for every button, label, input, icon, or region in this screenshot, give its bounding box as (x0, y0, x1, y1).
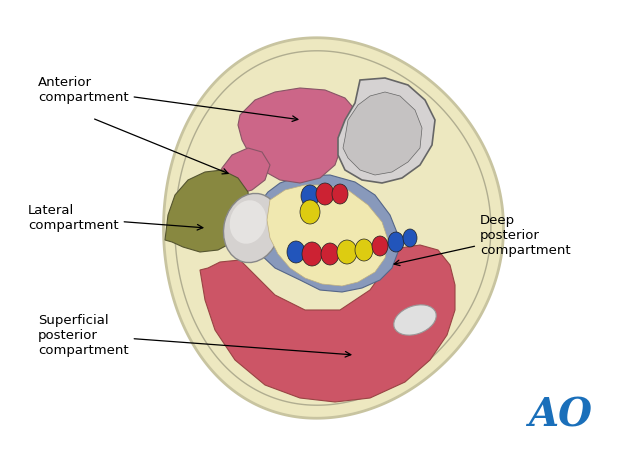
Ellipse shape (301, 185, 319, 207)
Ellipse shape (355, 239, 373, 261)
Polygon shape (175, 51, 491, 405)
Ellipse shape (229, 200, 267, 244)
Polygon shape (343, 92, 422, 175)
Ellipse shape (337, 240, 357, 264)
Text: Superficial
posterior
compartment: Superficial posterior compartment (38, 313, 351, 357)
Polygon shape (238, 88, 358, 183)
Ellipse shape (302, 242, 322, 266)
Text: Anterior
compartment: Anterior compartment (38, 76, 298, 122)
Text: Deep
posterior
compartment: Deep posterior compartment (394, 213, 570, 266)
Polygon shape (338, 78, 435, 183)
Ellipse shape (316, 183, 334, 205)
Polygon shape (164, 38, 503, 418)
Ellipse shape (300, 200, 320, 224)
Ellipse shape (388, 232, 404, 252)
Ellipse shape (403, 229, 417, 247)
Polygon shape (215, 148, 270, 195)
Polygon shape (267, 185, 388, 286)
Polygon shape (200, 245, 455, 402)
Ellipse shape (321, 243, 339, 265)
Ellipse shape (223, 193, 280, 263)
Ellipse shape (287, 241, 305, 263)
Text: Lateral
compartment: Lateral compartment (28, 204, 203, 232)
Polygon shape (165, 170, 250, 252)
Ellipse shape (394, 305, 436, 335)
Polygon shape (252, 175, 398, 292)
Text: AO: AO (528, 396, 592, 434)
Ellipse shape (332, 184, 348, 204)
Ellipse shape (372, 236, 388, 256)
